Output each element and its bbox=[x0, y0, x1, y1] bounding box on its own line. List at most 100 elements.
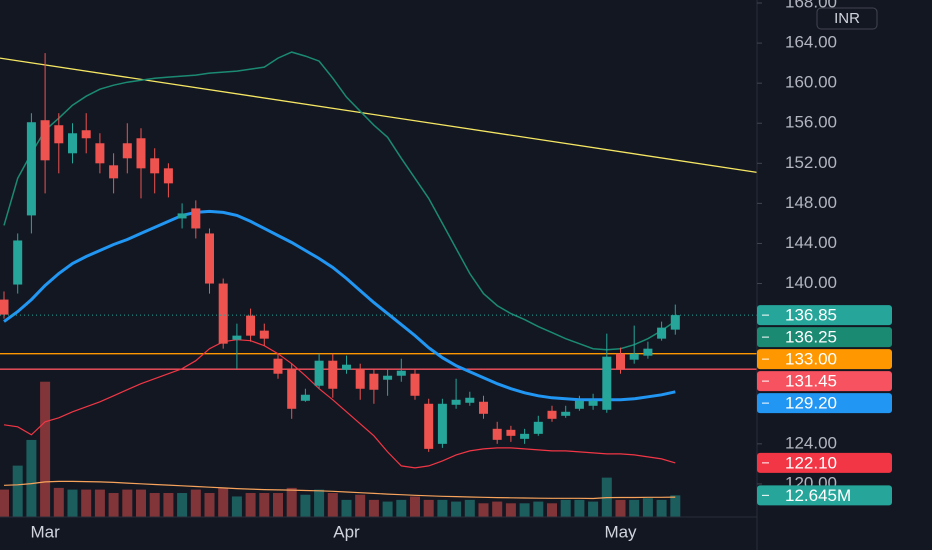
candle-body bbox=[0, 299, 9, 315]
candle-body bbox=[410, 373, 420, 396]
volume-bar bbox=[149, 493, 160, 517]
price-label: 131.45 bbox=[785, 372, 837, 391]
candle-body bbox=[657, 327, 667, 339]
plot-area bbox=[0, 51, 758, 517]
currency-badge[interactable] bbox=[816, 7, 878, 30]
candle-body bbox=[259, 330, 269, 339]
volume-bar bbox=[492, 501, 503, 517]
candle-body bbox=[177, 213, 187, 219]
volume-bar bbox=[382, 501, 393, 517]
volume-bar bbox=[231, 496, 242, 517]
candle-body bbox=[191, 208, 201, 229]
volume-bar bbox=[410, 496, 420, 517]
volume-bar bbox=[547, 503, 557, 517]
candle-body bbox=[95, 143, 105, 164]
indicator-line bbox=[3, 339, 676, 469]
candle-body bbox=[479, 401, 488, 414]
y-tick-label: 160.00 bbox=[785, 73, 837, 92]
candle-body bbox=[369, 373, 379, 390]
y-tick-label: 124.00 bbox=[785, 433, 837, 452]
price-label: 129.20 bbox=[785, 394, 837, 413]
volume-bar bbox=[94, 489, 105, 517]
volume-ma-line bbox=[3, 480, 676, 500]
candle-body bbox=[492, 428, 502, 440]
volume-bar bbox=[341, 499, 352, 517]
volume-label: 12.645M bbox=[785, 486, 851, 505]
candle-body bbox=[629, 353, 639, 360]
volume-bar bbox=[670, 495, 681, 517]
x-tick-label: Mar bbox=[30, 522, 60, 541]
candle-body bbox=[328, 360, 338, 389]
volume-bar bbox=[245, 493, 256, 517]
volume-label-box bbox=[757, 485, 892, 506]
volume-bar bbox=[560, 499, 571, 517]
candle-body bbox=[574, 400, 584, 409]
candle-body bbox=[670, 315, 680, 330]
candle-body bbox=[616, 353, 625, 369]
volume-bar bbox=[423, 499, 434, 517]
candle-body bbox=[122, 143, 132, 159]
price-label-box bbox=[757, 393, 892, 414]
volume-bar bbox=[218, 487, 229, 517]
volume-bar bbox=[286, 487, 297, 517]
volume-bar bbox=[300, 494, 311, 517]
candle-body bbox=[561, 411, 571, 416]
volume-bar bbox=[629, 499, 640, 517]
candle-body bbox=[136, 138, 146, 169]
volume-bar bbox=[12, 465, 23, 517]
volume-bar bbox=[190, 489, 201, 517]
candle-body bbox=[232, 335, 242, 340]
candle-body bbox=[150, 158, 160, 174]
x-tick-label: Apr bbox=[333, 522, 360, 541]
price-label: 136.85 bbox=[785, 306, 837, 325]
indicator-line bbox=[3, 51, 676, 351]
y-tick-label: 156.00 bbox=[785, 113, 837, 132]
volume-bar bbox=[259, 493, 270, 517]
volume-bar bbox=[519, 503, 530, 517]
volume-bar bbox=[204, 493, 215, 517]
volume-bar bbox=[163, 493, 174, 517]
candle-body bbox=[424, 403, 434, 449]
candle-body bbox=[81, 130, 91, 139]
candle-body bbox=[465, 397, 475, 403]
candle-body bbox=[533, 421, 543, 434]
candle-body bbox=[602, 356, 612, 410]
price-label-box bbox=[757, 452, 892, 473]
candle-body bbox=[218, 283, 228, 344]
candle-body bbox=[40, 120, 50, 161]
volume-bar bbox=[40, 381, 51, 517]
candle-body bbox=[342, 364, 351, 370]
candle-body bbox=[205, 233, 214, 284]
candle-body bbox=[437, 403, 447, 444]
volume-bar bbox=[122, 489, 133, 517]
candle-body bbox=[396, 370, 406, 376]
volume-bar bbox=[355, 494, 366, 517]
y-tick-label: 168.00 bbox=[785, 0, 837, 11]
volume-bar bbox=[437, 499, 448, 517]
price-label-box bbox=[757, 371, 892, 392]
candle-body bbox=[547, 410, 557, 419]
indicator-line bbox=[3, 209, 676, 402]
volume-bar bbox=[273, 493, 283, 517]
y-tick-label: 164.00 bbox=[785, 33, 837, 52]
candle-body bbox=[26, 122, 36, 216]
volume-bar bbox=[136, 489, 146, 517]
candle-body bbox=[355, 368, 365, 389]
volume-bar bbox=[656, 499, 667, 517]
y-tick-label: 144.00 bbox=[785, 233, 837, 252]
volume-bar bbox=[108, 493, 119, 517]
candle-body bbox=[383, 375, 393, 380]
candle-body bbox=[287, 368, 297, 409]
volume-bar bbox=[53, 487, 64, 517]
volume-bar bbox=[0, 489, 9, 517]
x-tick-label: May bbox=[604, 522, 637, 541]
volume-bar bbox=[464, 499, 475, 517]
price-label: 122.10 bbox=[785, 453, 837, 472]
y-tick-label: 152.00 bbox=[785, 153, 837, 172]
candle-body bbox=[451, 399, 461, 405]
trend-line bbox=[0, 57, 758, 173]
volume-bar bbox=[177, 493, 188, 517]
candle-body bbox=[163, 168, 173, 184]
volume-bar bbox=[81, 489, 92, 517]
